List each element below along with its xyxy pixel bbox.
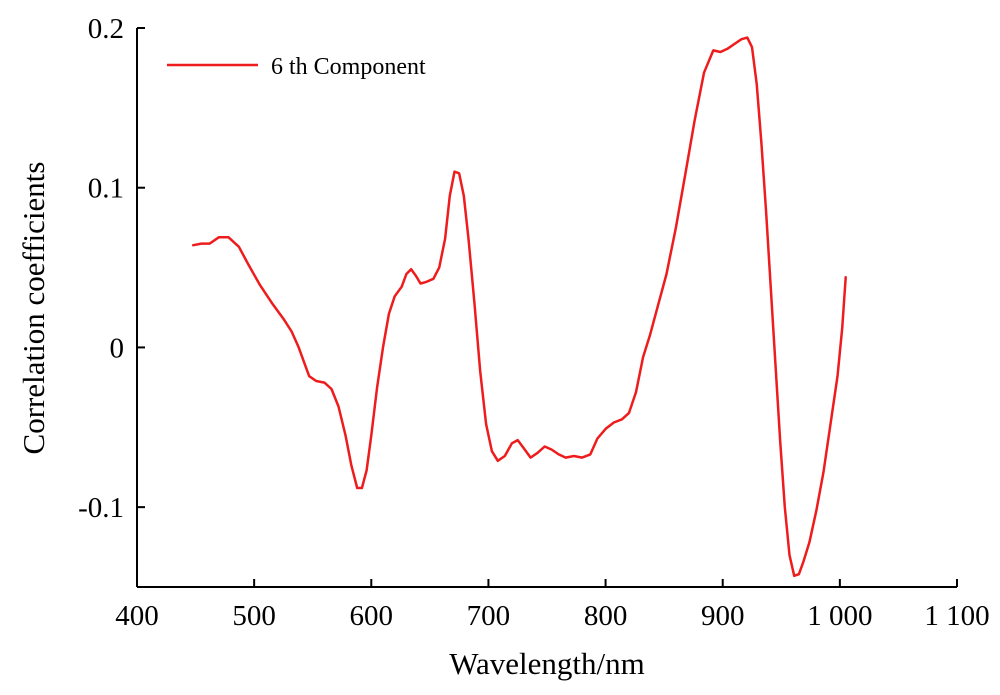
tick-labels: 400 500 600 700 800 900 1 000 1 100 -0.1 0 0.1 0.2 xyxy=(78,13,990,632)
x-tick-label: 700 xyxy=(467,600,511,632)
y-axis-title: Correlation coefficients xyxy=(16,162,51,455)
axes xyxy=(136,27,958,588)
x-tick-label: 1 000 xyxy=(807,600,872,632)
x-tick-label: 800 xyxy=(584,600,628,632)
legend-label: 6 th Component xyxy=(271,54,426,80)
x-tick-label: 600 xyxy=(350,600,394,632)
x-tick-label: 500 xyxy=(232,600,276,632)
y-tick-label: 0 xyxy=(110,332,125,364)
y-tick-label: -0.1 xyxy=(78,492,124,524)
x-axis-title: Wavelength/nm xyxy=(449,646,645,681)
legend: 6 th Component xyxy=(167,54,426,80)
y-tick-label: 0.1 xyxy=(88,173,124,205)
y-tick-label: 0.2 xyxy=(88,13,124,45)
series-layer xyxy=(191,36,847,578)
x-tick-label: 400 xyxy=(115,600,159,632)
x-tick-label: 900 xyxy=(701,600,745,632)
x-tick-label: 1 100 xyxy=(924,600,989,632)
series-line xyxy=(191,36,847,578)
